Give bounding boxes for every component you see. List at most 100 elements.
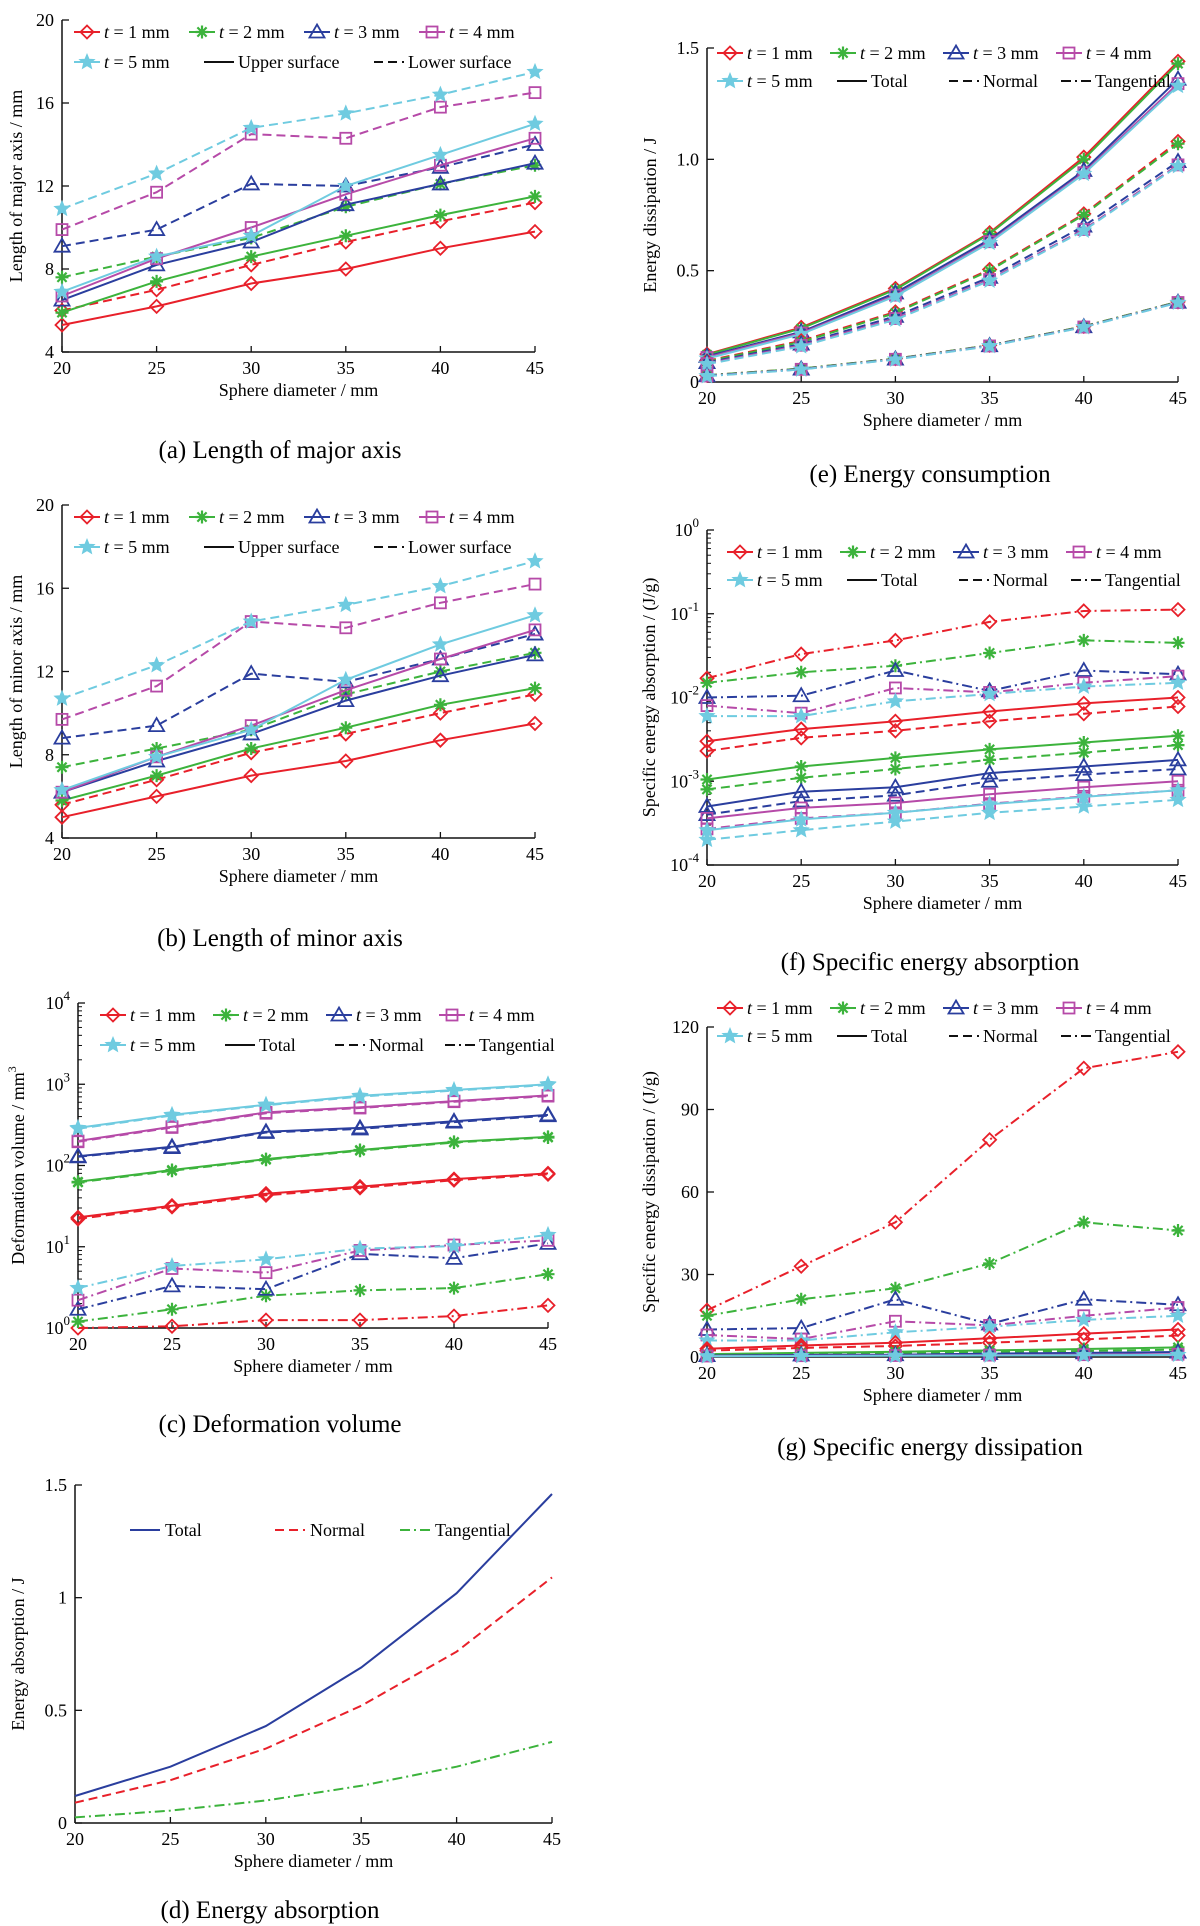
- series-line: [61, 230, 536, 326]
- panel-energy-consumption: 20 25 30 35 40 45 0 0.5 1.0 1.5 Sphere diameter / …: [640, 38, 1188, 430]
- legend-marker: [1072, 545, 1086, 559]
- data-point: [526, 606, 544, 623]
- legend-marker: [105, 1007, 121, 1023]
- series-line: [61, 162, 536, 302]
- legend-marker: [722, 1000, 738, 1016]
- data-point: [337, 595, 355, 613]
- series-7: [699, 698, 1186, 759]
- data-point: [981, 1317, 999, 1335]
- data-point: [259, 1153, 273, 1167]
- data-point: [888, 762, 902, 776]
- data-point: [53, 199, 71, 217]
- series-1: [699, 1043, 1186, 1319]
- data-point: [150, 185, 164, 199]
- data-point: [528, 158, 542, 172]
- data-point: [525, 624, 545, 641]
- data-point: [71, 1315, 85, 1329]
- data-point: [887, 713, 904, 730]
- caption-a: (a) Length of major axis: [159, 437, 402, 464]
- data-point: [164, 1199, 180, 1215]
- data-point: [350, 1119, 370, 1136]
- data-point: [52, 236, 72, 253]
- data-point: [698, 1347, 716, 1364]
- series-line: [61, 651, 536, 769]
- data-point: [259, 1266, 273, 1280]
- legend-marker: [195, 25, 209, 39]
- panel-energy-absorption: 20 25 30 35 40 45 0 0.5 1 1.5 Sphere diameter / mm…: [8, 1475, 561, 1871]
- x-tick-label: 40: [448, 1829, 466, 1849]
- data-point: [431, 145, 449, 163]
- data-point: [794, 665, 808, 679]
- series-line: [77, 1173, 549, 1220]
- x-tick-label: 40: [1075, 388, 1093, 408]
- series-line: [61, 122, 536, 293]
- data-point: [242, 664, 261, 680]
- data-point: [150, 769, 164, 783]
- data-point: [981, 337, 999, 354]
- series-line: [706, 780, 1179, 820]
- legend-marker: [307, 22, 327, 39]
- legend-marker: [846, 545, 860, 559]
- data-point: [1171, 729, 1185, 743]
- legend-label: Normal: [983, 71, 1038, 91]
- data-point: [433, 665, 447, 678]
- data-point: [527, 223, 543, 240]
- x-tick-label: 40: [431, 358, 449, 378]
- series-line: [706, 696, 1179, 743]
- data-point: [148, 164, 166, 181]
- data-point: [1076, 603, 1092, 619]
- data-point: [981, 803, 999, 821]
- caption-f: (f) Specific energy absorption: [781, 949, 1080, 976]
- series-11: [71, 1089, 555, 1149]
- data-point: [981, 703, 998, 720]
- data-point: [432, 732, 449, 748]
- x-tick-label: 30: [242, 844, 260, 864]
- series-line: [706, 1050, 1179, 1312]
- data-point: [792, 791, 811, 808]
- legend-label: t = 3 mm: [983, 542, 1049, 562]
- data-point: [699, 743, 715, 759]
- panel-minor-axis: 20 25 30 35 40 45 4 8 12 16 20 Sphere diameter / mm…: [6, 495, 545, 886]
- legend-marker: [79, 24, 95, 40]
- data-point: [1169, 1345, 1187, 1363]
- x-axis-label: Sphere diameter / mm: [863, 1385, 1022, 1405]
- legend-label: t = 3 mm: [973, 998, 1039, 1018]
- data-point: [792, 686, 811, 703]
- data-point: [887, 723, 904, 739]
- data-point: [792, 1346, 810, 1364]
- series-1: [54, 223, 543, 333]
- x-tick-label: 25: [792, 1363, 810, 1383]
- series-line: [706, 62, 1179, 356]
- y-axis-label: Length of minor axis / mm: [6, 575, 26, 768]
- data-point: [352, 1312, 368, 1328]
- data-point: [444, 1249, 464, 1265]
- data-point: [353, 1101, 367, 1115]
- series-line: [706, 160, 1179, 364]
- data-point: [887, 632, 904, 649]
- data-point: [431, 666, 450, 683]
- caption-e: (e) Energy consumption: [809, 461, 1051, 488]
- series-line: [61, 687, 536, 802]
- legend: Total Normal Tangential: [130, 1520, 511, 1540]
- y-tick-label: 16: [36, 578, 54, 598]
- data-point: [244, 742, 258, 755]
- series-line: [61, 614, 536, 792]
- x-tick-label: 45: [1169, 388, 1187, 408]
- data-point: [53, 282, 71, 300]
- data-point: [983, 646, 997, 660]
- data-point: [528, 131, 542, 145]
- series-line: [706, 142, 1179, 363]
- y-tick-label: 1.0: [677, 149, 700, 169]
- legend-marker: [946, 43, 966, 60]
- legend-marker: [78, 52, 96, 70]
- data-point: [433, 652, 447, 666]
- data-point: [54, 796, 70, 813]
- data-point: [69, 1279, 87, 1296]
- x-tick-label: 35: [981, 871, 999, 891]
- series-3: [74, 1740, 553, 1819]
- series-line: [61, 653, 536, 794]
- data-point: [337, 670, 355, 688]
- series-6: [699, 1321, 1186, 1357]
- data-point: [886, 661, 905, 677]
- data-point: [538, 1106, 558, 1123]
